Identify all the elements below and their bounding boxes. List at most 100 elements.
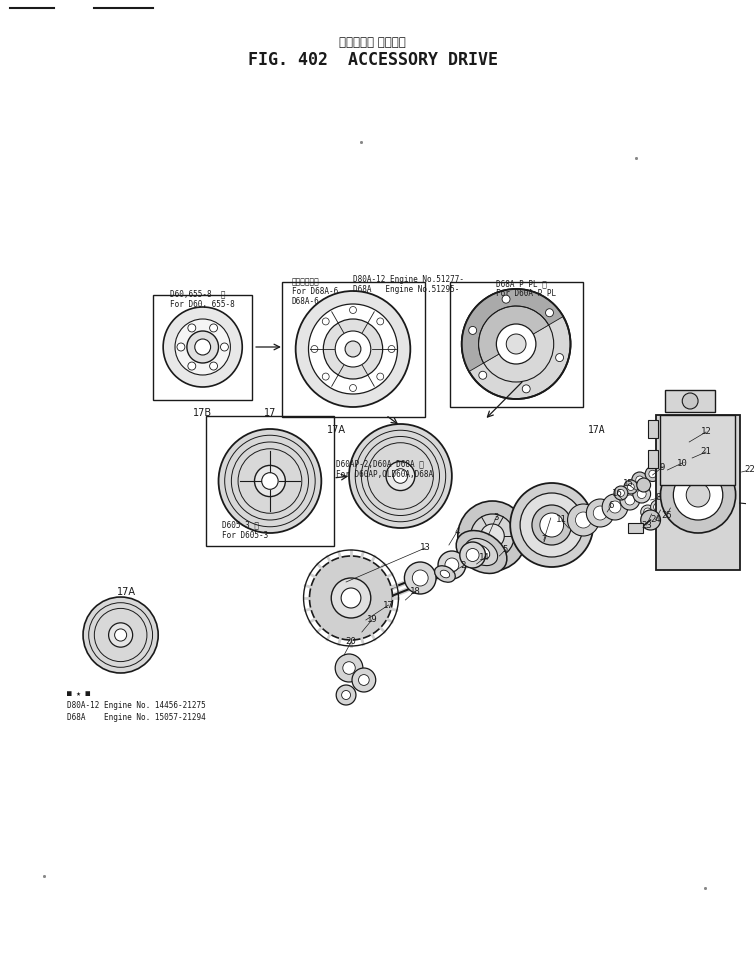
Text: 16: 16 xyxy=(611,490,622,499)
Bar xyxy=(628,523,642,533)
Text: 13: 13 xyxy=(420,544,431,552)
Circle shape xyxy=(445,558,458,572)
Wedge shape xyxy=(461,289,563,372)
Circle shape xyxy=(255,466,285,497)
Text: 7: 7 xyxy=(541,536,547,545)
Circle shape xyxy=(637,478,651,492)
Circle shape xyxy=(523,385,530,393)
Text: 22: 22 xyxy=(744,466,754,474)
Circle shape xyxy=(115,629,127,641)
Text: D68A   Engine No.51295-: D68A Engine No.51295- xyxy=(353,286,459,295)
Text: 17: 17 xyxy=(383,600,394,609)
Circle shape xyxy=(661,457,736,533)
Text: 8: 8 xyxy=(656,494,661,503)
Circle shape xyxy=(394,468,408,483)
Text: 23: 23 xyxy=(641,520,652,530)
Circle shape xyxy=(358,674,369,685)
Text: 21: 21 xyxy=(700,448,711,457)
Circle shape xyxy=(654,503,661,511)
Circle shape xyxy=(682,393,698,409)
Circle shape xyxy=(575,512,591,528)
Circle shape xyxy=(587,499,614,527)
Circle shape xyxy=(636,476,644,484)
Circle shape xyxy=(632,472,648,488)
Circle shape xyxy=(308,304,397,394)
Text: アクセサリ形: アクセサリ形 xyxy=(292,277,320,287)
Text: FIG. 402  ACCESSORY DRIVE: FIG. 402 ACCESSORY DRIVE xyxy=(248,51,498,69)
Text: 17A: 17A xyxy=(117,587,136,597)
Circle shape xyxy=(627,483,634,491)
Circle shape xyxy=(311,346,318,352)
Ellipse shape xyxy=(440,570,449,578)
Text: 9: 9 xyxy=(660,463,665,471)
Circle shape xyxy=(480,524,504,548)
Wedge shape xyxy=(479,306,549,363)
Text: For D605-3: For D605-3 xyxy=(222,531,268,540)
Circle shape xyxy=(641,510,661,530)
Text: D80A-12 Engine No. 14456-21275: D80A-12 Engine No. 14456-21275 xyxy=(67,702,206,711)
Circle shape xyxy=(644,508,651,516)
Text: 11: 11 xyxy=(556,515,567,524)
Text: 15: 15 xyxy=(623,479,633,489)
Circle shape xyxy=(645,467,660,481)
Text: For D68A-6: For D68A-6 xyxy=(292,288,338,297)
Circle shape xyxy=(404,562,436,594)
Circle shape xyxy=(593,506,607,520)
Circle shape xyxy=(336,654,363,682)
Circle shape xyxy=(624,480,638,494)
Text: 4: 4 xyxy=(454,527,459,537)
Bar xyxy=(206,416,334,546)
Circle shape xyxy=(602,494,628,520)
Circle shape xyxy=(386,462,415,491)
Circle shape xyxy=(336,331,371,367)
Circle shape xyxy=(109,623,133,647)
Text: 17B: 17B xyxy=(193,408,213,418)
Text: D68A    Engine No. 15057-21294: D68A Engine No. 15057-21294 xyxy=(67,713,206,722)
Circle shape xyxy=(520,493,584,557)
Text: 12: 12 xyxy=(700,427,711,436)
Bar xyxy=(655,415,740,570)
Circle shape xyxy=(210,362,217,370)
Circle shape xyxy=(322,373,329,380)
Circle shape xyxy=(614,486,628,500)
Text: For D60A P PL: For D60A P PL xyxy=(496,290,556,299)
Circle shape xyxy=(377,318,384,325)
Circle shape xyxy=(195,339,210,355)
Text: 5: 5 xyxy=(503,546,508,554)
Circle shape xyxy=(187,331,219,363)
Text: D68A-6: D68A-6 xyxy=(292,298,320,306)
Circle shape xyxy=(220,343,228,351)
Circle shape xyxy=(350,385,357,391)
Circle shape xyxy=(177,343,185,351)
Text: D80A-12 Engine No.51277-: D80A-12 Engine No.51277- xyxy=(353,275,464,284)
Circle shape xyxy=(506,334,526,354)
Text: D68A P PL 形: D68A P PL 形 xyxy=(496,279,547,289)
Circle shape xyxy=(342,690,351,700)
Circle shape xyxy=(412,570,428,586)
Circle shape xyxy=(469,326,477,335)
Bar xyxy=(648,420,657,438)
Circle shape xyxy=(568,504,599,536)
Circle shape xyxy=(188,362,196,370)
Circle shape xyxy=(322,318,329,325)
Circle shape xyxy=(556,353,563,361)
Circle shape xyxy=(350,306,357,313)
Circle shape xyxy=(620,490,639,510)
Text: ■ ★ ■: ■ ★ ■ xyxy=(67,689,90,699)
Circle shape xyxy=(296,291,410,407)
Text: D60,655-8  形: D60,655-8 形 xyxy=(170,290,225,299)
Text: 3: 3 xyxy=(494,512,499,521)
Circle shape xyxy=(496,324,536,364)
Circle shape xyxy=(352,668,375,692)
Text: 10: 10 xyxy=(677,459,688,468)
Circle shape xyxy=(163,307,242,387)
Circle shape xyxy=(331,578,371,618)
Bar xyxy=(450,282,584,407)
Circle shape xyxy=(461,289,571,399)
Text: 20: 20 xyxy=(345,637,357,646)
Text: 14: 14 xyxy=(479,553,490,562)
Circle shape xyxy=(341,588,361,608)
Ellipse shape xyxy=(465,539,498,565)
Circle shape xyxy=(460,542,486,568)
Circle shape xyxy=(466,549,479,561)
